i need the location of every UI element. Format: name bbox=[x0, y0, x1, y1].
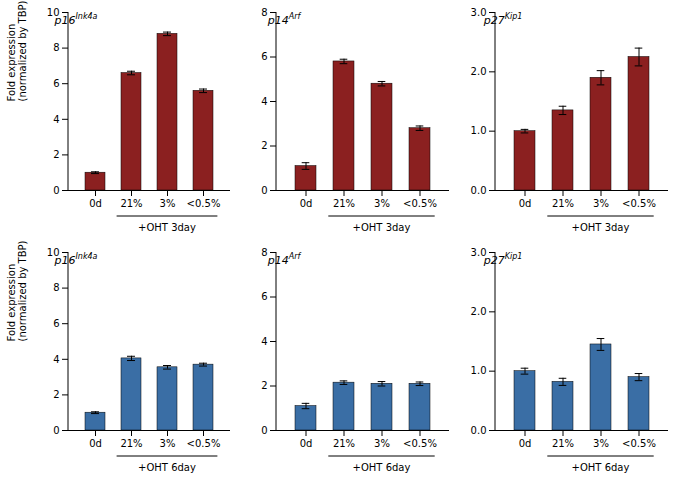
svg-text:3%: 3% bbox=[374, 438, 390, 449]
svg-text:2.0: 2.0 bbox=[471, 306, 487, 317]
svg-text:8: 8 bbox=[53, 42, 59, 53]
svg-text:21%: 21% bbox=[333, 198, 355, 209]
svg-text:4: 4 bbox=[261, 96, 267, 107]
svg-text:3%: 3% bbox=[160, 198, 176, 209]
svg-text:2: 2 bbox=[53, 389, 59, 400]
svg-text:4: 4 bbox=[53, 114, 59, 125]
svg-text:<0.5%: <0.5% bbox=[622, 438, 656, 449]
svg-text:3%: 3% bbox=[374, 198, 390, 209]
svg-text:+OHT 6day: +OHT 6day bbox=[572, 462, 630, 473]
svg-text:3.0: 3.0 bbox=[470, 246, 487, 258]
svg-text:0d: 0d bbox=[300, 438, 313, 449]
svg-text:0d: 0d bbox=[89, 198, 102, 209]
svg-text:p14Arf: p14Arf bbox=[267, 12, 302, 27]
svg-text:0d: 0d bbox=[519, 198, 532, 209]
svg-text:0.0: 0.0 bbox=[471, 425, 487, 436]
svg-text:p16Ink4a: p16Ink4a bbox=[53, 252, 97, 267]
svg-text:8: 8 bbox=[53, 282, 59, 293]
svg-text:+OHT 3day: +OHT 3day bbox=[572, 222, 630, 233]
svg-text:21%: 21% bbox=[552, 438, 574, 449]
svg-text:3.0: 3.0 bbox=[470, 6, 487, 18]
svg-text:0.0: 0.0 bbox=[471, 185, 487, 196]
svg-text:0d: 0d bbox=[300, 198, 313, 209]
svg-text:0d: 0d bbox=[89, 438, 102, 449]
svg-text:0: 0 bbox=[53, 425, 59, 436]
svg-text:8: 8 bbox=[261, 7, 267, 18]
svg-text:<0.5%: <0.5% bbox=[403, 438, 437, 449]
svg-text:<0.5%: <0.5% bbox=[622, 198, 656, 209]
svg-text:21%: 21% bbox=[120, 438, 142, 449]
svg-text:p27Kip1: p27Kip1 bbox=[483, 12, 523, 27]
svg-text:+OHT 3day: +OHT 3day bbox=[138, 222, 196, 233]
svg-text:1.0: 1.0 bbox=[471, 125, 487, 136]
svg-text:0d: 0d bbox=[519, 438, 532, 449]
svg-text:3%: 3% bbox=[593, 198, 609, 209]
svg-text:+OHT 3day: +OHT 3day bbox=[353, 222, 411, 233]
svg-text:6: 6 bbox=[53, 78, 59, 89]
svg-text:0: 0 bbox=[261, 425, 267, 436]
svg-text:p27Kip1: p27Kip1 bbox=[483, 252, 523, 267]
svg-text:<0.5%: <0.5% bbox=[187, 198, 221, 209]
svg-text:1.0: 1.0 bbox=[471, 365, 487, 376]
svg-text:0: 0 bbox=[53, 185, 59, 196]
svg-text:21%: 21% bbox=[552, 198, 574, 209]
svg-text:p14Arf: p14Arf bbox=[267, 252, 302, 267]
svg-text:8: 8 bbox=[261, 247, 267, 258]
svg-text:2: 2 bbox=[261, 380, 267, 391]
svg-text:4: 4 bbox=[261, 336, 267, 347]
svg-text:<0.5%: <0.5% bbox=[403, 198, 437, 209]
svg-text:<0.5%: <0.5% bbox=[187, 438, 221, 449]
svg-text:+OHT 6day: +OHT 6day bbox=[138, 462, 196, 473]
svg-text:4: 4 bbox=[53, 354, 59, 365]
svg-text:Fold expression(normalized by: Fold expression(normalized by TBP) bbox=[6, 0, 28, 101]
svg-text:+OHT 6day: +OHT 6day bbox=[353, 462, 411, 473]
svg-text:3%: 3% bbox=[593, 438, 609, 449]
svg-text:10: 10 bbox=[46, 6, 60, 18]
svg-text:6: 6 bbox=[261, 291, 267, 302]
svg-text:2: 2 bbox=[53, 149, 59, 160]
svg-text:2.0: 2.0 bbox=[471, 66, 487, 77]
svg-text:0: 0 bbox=[261, 185, 267, 196]
svg-text:21%: 21% bbox=[333, 438, 355, 449]
svg-text:3%: 3% bbox=[160, 438, 176, 449]
svg-text:Fold expression(normalized by: Fold expression(normalized by TBP) bbox=[6, 240, 28, 341]
svg-text:6: 6 bbox=[53, 318, 59, 329]
svg-text:21%: 21% bbox=[120, 198, 142, 209]
svg-text:p16Ink4a: p16Ink4a bbox=[53, 12, 97, 27]
svg-text:6: 6 bbox=[261, 51, 267, 62]
svg-text:10: 10 bbox=[46, 246, 60, 258]
svg-text:2: 2 bbox=[261, 140, 267, 151]
